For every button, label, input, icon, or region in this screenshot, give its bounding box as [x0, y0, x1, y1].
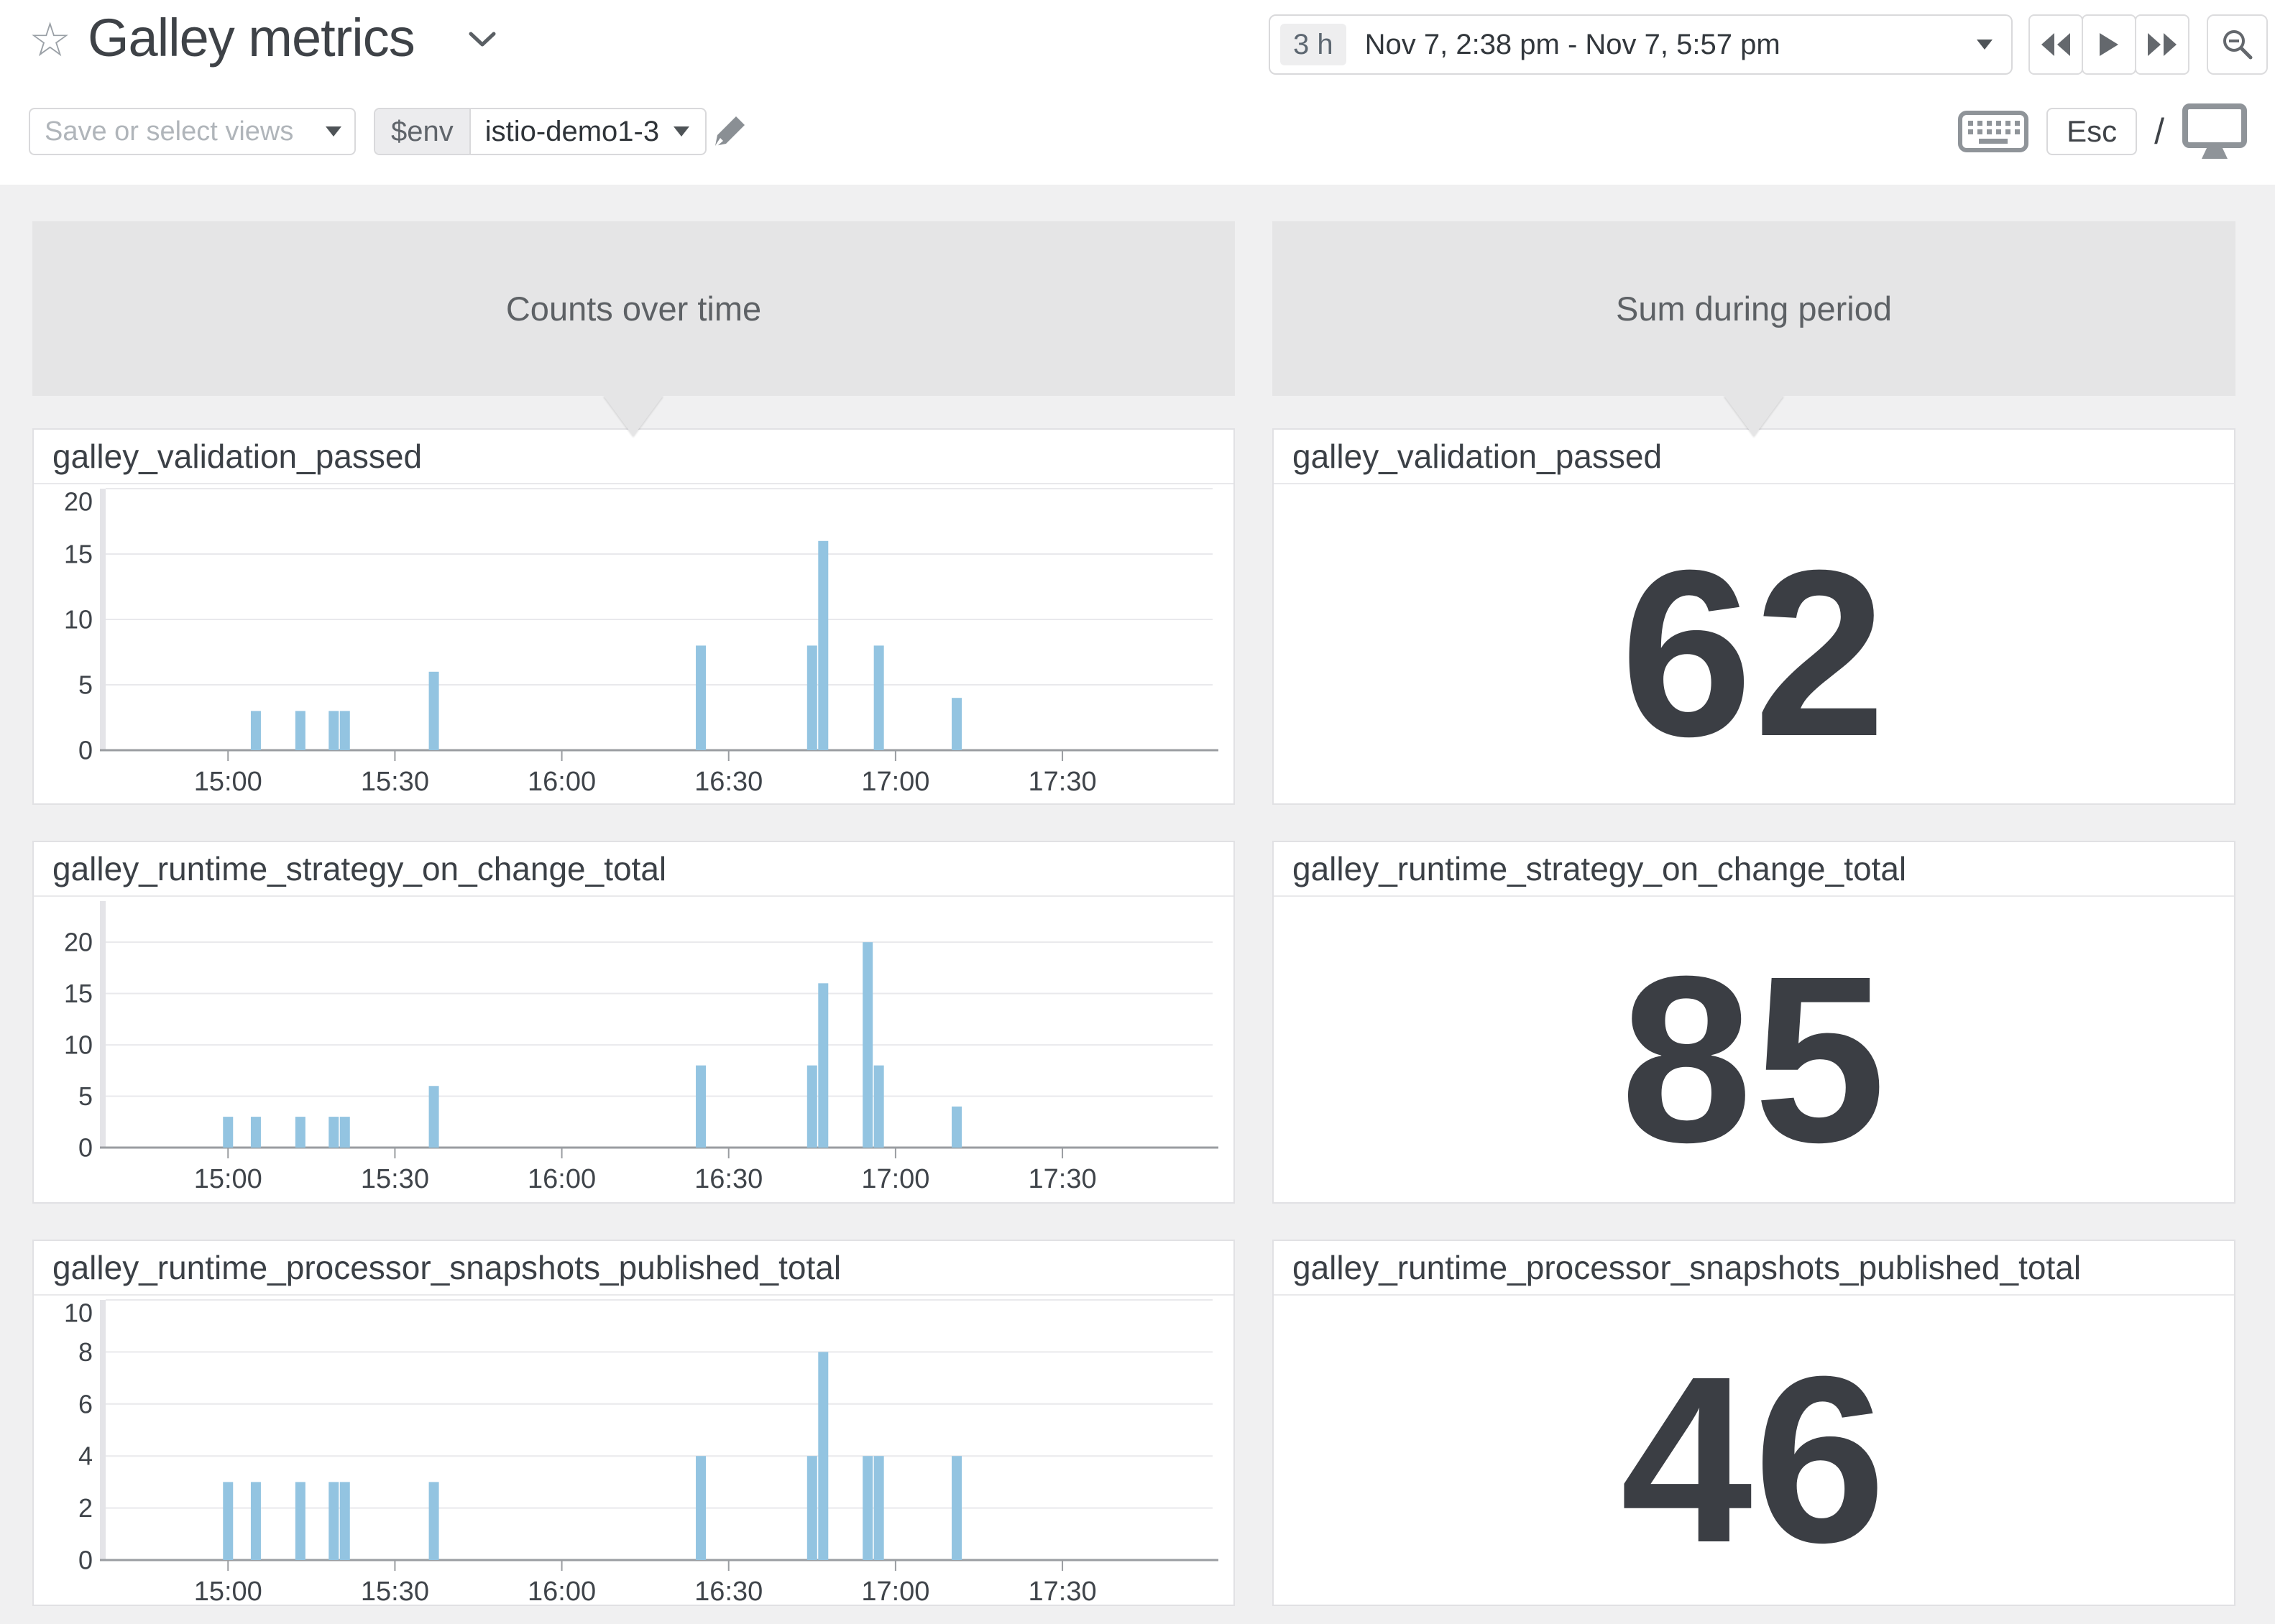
group-header-tail: [603, 395, 663, 436]
svg-text:5: 5: [78, 670, 93, 700]
time-backward-button[interactable]: [2028, 14, 2083, 75]
svg-text:10: 10: [64, 605, 93, 635]
dashboard-header: ☆ Galley metrics 3 h Nov 7, 2:38 pm - No…: [0, 0, 2275, 185]
favorite-star-icon[interactable]: ☆: [29, 13, 72, 66]
svg-text:17:30: 17:30: [1029, 767, 1097, 797]
keyboard-shortcuts-icon[interactable]: [1957, 106, 2029, 157]
svg-text:15:00: 15:00: [194, 1577, 262, 1603]
svg-text:16:00: 16:00: [528, 767, 596, 797]
svg-text:17:00: 17:00: [861, 1164, 929, 1194]
bar-chart[interactable]: 0 2 4 6 8 10 15:00 15:30 16:00 16:30 17:00 17:30: [34, 1296, 1233, 1603]
keyboard-shortcut-hints: Esc /: [1957, 103, 2248, 160]
views-select[interactable]: Save or select views: [29, 108, 356, 155]
svg-text:8: 8: [78, 1337, 93, 1367]
sum-card-snapshots-published: galley_runtime_processor_snapshots_publi…: [1272, 1240, 2235, 1606]
group-header-tail: [1724, 395, 1784, 436]
sum-card-title: galley_runtime_strategy_on_change_total: [1274, 842, 2234, 897]
time-forward-button[interactable]: [2135, 14, 2189, 75]
slash-key-hint: /: [2154, 111, 2164, 152]
chevron-down-icon: [674, 126, 690, 137]
chart-card-snapshots-published: galley_runtime_processor_snapshots_publi…: [32, 1240, 1235, 1606]
views-placeholder: Save or select views: [45, 116, 294, 147]
sum-value: 62: [1620, 520, 1888, 785]
sum-card-title: galley_runtime_processor_snapshots_publi…: [1274, 1241, 2234, 1296]
svg-text:16:30: 16:30: [694, 1577, 763, 1603]
svg-text:0: 0: [78, 1546, 93, 1575]
sum-card-validation-passed: galley_validation_passed 62: [1272, 428, 2235, 805]
edit-variables-button[interactable]: [708, 108, 751, 155]
env-variable-select[interactable]: $env istio-demo1-3: [374, 108, 707, 155]
env-variable-value: istio-demo1-3: [484, 115, 660, 147]
sum-value: 46: [1620, 1327, 1888, 1592]
title-chevron-down-icon[interactable]: [467, 30, 497, 52]
bar-chart[interactable]: 0 5 10 15 20 15:00 15:30 16:00 16:30 17:00 17:30: [34, 484, 1233, 802]
svg-text:20: 20: [64, 928, 93, 957]
svg-text:17:00: 17:00: [861, 767, 929, 797]
group-header-counts: Counts over time: [32, 221, 1235, 396]
svg-text:16:00: 16:00: [528, 1164, 596, 1194]
svg-text:0: 0: [78, 1133, 93, 1163]
esc-key-hint: Esc: [2046, 108, 2138, 155]
chart-card-validation-passed: galley_validation_passed 0 5 10 15 20 15:00 15…: [32, 428, 1235, 805]
svg-text:15:30: 15:30: [361, 1164, 429, 1194]
time-play-button[interactable]: [2082, 14, 2136, 75]
svg-text:0: 0: [78, 736, 93, 765]
group-header-sum: Sum during period: [1272, 221, 2235, 396]
chevron-down-icon: [326, 126, 341, 137]
chart-title: galley_runtime_strategy_on_change_total: [34, 842, 1233, 897]
svg-text:16:00: 16:00: [528, 1577, 596, 1603]
svg-text:15: 15: [64, 979, 93, 1008]
svg-text:16:30: 16:30: [694, 767, 763, 797]
env-variable-label: $env: [375, 109, 471, 154]
svg-text:6: 6: [78, 1389, 93, 1418]
svg-text:17:00: 17:00: [861, 1577, 929, 1603]
svg-text:17:30: 17:30: [1029, 1164, 1097, 1194]
chevron-down-icon: [1977, 40, 1993, 50]
page-title: Galley metrics: [88, 8, 415, 68]
svg-text:17:30: 17:30: [1029, 1577, 1097, 1603]
svg-text:15:00: 15:00: [194, 1164, 262, 1194]
sum-card-strategy-on-change: galley_runtime_strategy_on_change_total …: [1272, 841, 2235, 1204]
svg-text:15:30: 15:30: [361, 767, 429, 797]
time-nav-buttons: [2028, 14, 2189, 75]
pencil-icon: [715, 116, 745, 146]
time-range-selector[interactable]: 3 h Nov 7, 2:38 pm - Nov 7, 5:57 pm: [1269, 14, 2013, 75]
chart-card-strategy-on-change: galley_runtime_strategy_on_change_total …: [32, 841, 1235, 1204]
svg-text:20: 20: [64, 487, 93, 517]
sum-value: 85: [1620, 926, 1888, 1191]
svg-text:2: 2: [78, 1493, 93, 1523]
svg-text:16:30: 16:30: [694, 1164, 763, 1194]
svg-text:15:30: 15:30: [361, 1577, 429, 1603]
tv-mode-icon[interactable]: [2182, 103, 2248, 160]
time-range-text: Nov 7, 2:38 pm - Nov 7, 5:57 pm: [1364, 28, 1780, 60]
svg-text:4: 4: [78, 1441, 93, 1471]
chart-title: galley_validation_passed: [34, 430, 1233, 484]
magnifier-minus-icon: [2223, 30, 2252, 60]
sum-card-title: galley_validation_passed: [1274, 430, 2234, 484]
svg-text:5: 5: [78, 1081, 93, 1111]
svg-text:10: 10: [64, 1030, 93, 1060]
svg-text:15: 15: [64, 540, 93, 569]
svg-text:15:00: 15:00: [194, 767, 262, 797]
duration-badge: 3 h: [1280, 24, 1346, 65]
svg-text:10: 10: [64, 1298, 93, 1328]
zoom-out-button[interactable]: [2207, 14, 2268, 75]
chart-title: galley_runtime_processor_snapshots_publi…: [34, 1241, 1233, 1296]
bar-chart[interactable]: 0 5 10 15 20 15:00 15:30 16:00 16:30 17:00 17:30: [34, 897, 1233, 1201]
